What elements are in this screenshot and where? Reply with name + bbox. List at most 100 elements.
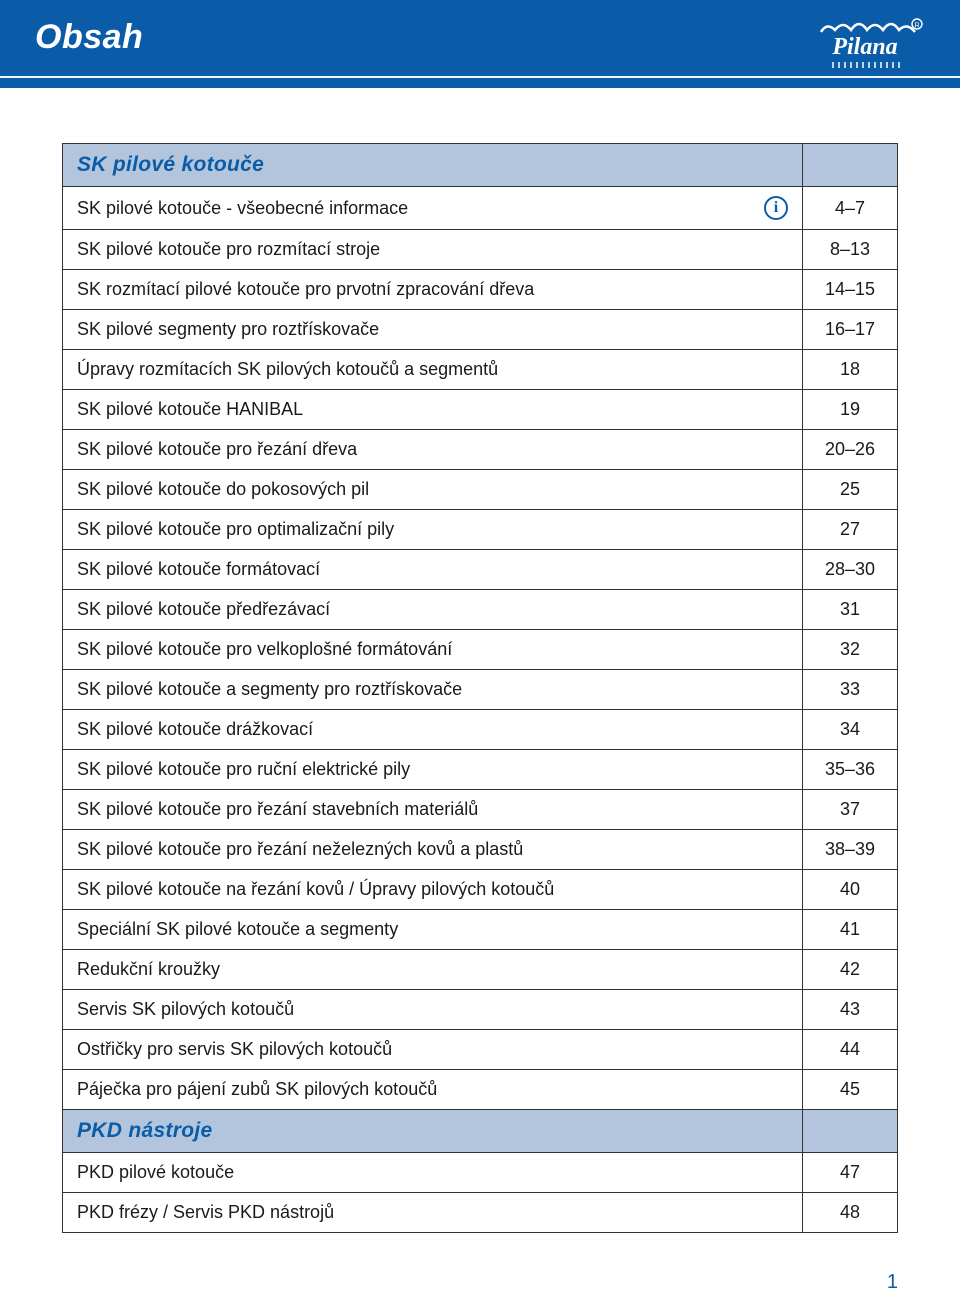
toc-row-label: SK pilové kotouče pro velkoplošné formát… [77,639,452,660]
section-heading: PKD nástroje [63,1110,803,1153]
toc-row-label: Servis SK pilových kotoučů [77,999,294,1020]
toc-row-label: Páječka pro pájení zubů SK pilových koto… [77,1079,437,1100]
logo-text: Pilana [831,34,897,60]
toc-row-label: SK pilové kotouče pro řezání neželezných… [77,839,523,860]
toc-row-page: 48 [803,1193,898,1233]
toc-row-label: Redukční kroužky [77,959,220,980]
toc-row-page: 8–13 [803,230,898,270]
toc-row-label-cell: SK pilové kotouče HANIBAL [63,390,803,430]
toc-row: SK rozmítací pilové kotouče pro prvotní … [63,270,898,310]
toc-row-label-cell: SK pilové kotouče drážkovací [63,710,803,750]
toc-row-page: 40 [803,870,898,910]
toc-row: SK pilové kotouče HANIBAL 19 [63,390,898,430]
section-heading-row: PKD nástroje [63,1110,898,1153]
toc-row-page: 4–7 [803,187,898,230]
toc-row-label-cell: Ostřičky pro servis SK pilových kotoučů [63,1030,803,1070]
toc-row: PKD frézy / Servis PKD nástrojů 48 [63,1193,898,1233]
toc-row-label-cell: SK rozmítací pilové kotouče pro prvotní … [63,270,803,310]
toc-row-page: 37 [803,790,898,830]
toc-row-label: SK pilové kotouče a segmenty pro roztřís… [77,679,462,700]
toc-row-page: 38–39 [803,830,898,870]
toc-row-label: SK pilové kotouče pro optimalizační pily [77,519,394,540]
toc-row-label: PKD pilové kotouče [77,1162,234,1183]
toc-row-page: 33 [803,670,898,710]
toc-row-label: SK pilové kotouče do pokosových pil [77,479,369,500]
toc-row: SK pilové kotouče pro ruční elektrické p… [63,750,898,790]
toc-row: SK pilové segmenty pro roztřískovače 16–1… [63,310,898,350]
section-heading: SK pilové kotouče [63,144,803,187]
toc-row-label: PKD frézy / Servis PKD nástrojů [77,1202,334,1223]
toc-row-label-cell: SK pilové kotouče pro řezání stavebních … [63,790,803,830]
toc-row-page: 31 [803,590,898,630]
toc-row-label-cell: SK pilové kotouče pro řezání neželezných… [63,830,803,870]
toc-row-page: 47 [803,1153,898,1193]
toc-row-label: Ostřičky pro servis SK pilových kotoučů [77,1039,392,1060]
toc-row: SK pilové kotouče pro optimalizační pily… [63,510,898,550]
toc-row-label-cell: SK pilové kotouče na řezání kovů / Úprav… [63,870,803,910]
toc-row-label: SK pilové kotouče pro řezání dřeva [77,439,357,460]
toc-row-page: 16–17 [803,310,898,350]
toc-row: SK pilové kotouče na řezání kovů / Úprav… [63,870,898,910]
toc-row-label-cell: PKD pilové kotouče [63,1153,803,1193]
toc-row: Speciální SK pilové kotouče a segmenty 41 [63,910,898,950]
section-heading-row: SK pilové kotouče [63,144,898,187]
toc-row-label-cell: PKD frézy / Servis PKD nástrojů [63,1193,803,1233]
toc-row-label: SK pilové segmenty pro roztřískovače [77,319,379,340]
toc-row-page: 43 [803,990,898,1030]
toc-row-label: Speciální SK pilové kotouče a segmenty [77,919,398,940]
toc-row-label-cell: SK pilové kotouče pro velkoplošné formát… [63,630,803,670]
toc-row-page: 35–36 [803,750,898,790]
toc-row-label-cell: Redukční kroužky [63,950,803,990]
page-number: 1 [0,1253,960,1294]
brand-logo: R Pilana [815,0,925,77]
toc-row-label-cell: SK pilové kotouče pro ruční elektrické p… [63,750,803,790]
toc-row-page: 27 [803,510,898,550]
toc-row-label-cell: SK pilové kotouče a segmenty pro roztřís… [63,670,803,710]
toc-row: PKD pilové kotouče 47 [63,1153,898,1193]
toc-row-label-cell: SK pilové segmenty pro roztřískovače [63,310,803,350]
toc-row-label-cell: SK pilové kotouče pro řezání dřeva [63,430,803,470]
toc-row-page: 41 [803,910,898,950]
page-header: Obsah R Pilana [0,0,960,88]
toc-row-label-cell: SK pilové kotouče - všeobecné informacei [63,187,803,230]
toc-row-label: SK pilové kotouče HANIBAL [77,399,303,420]
toc-row-page: 20–26 [803,430,898,470]
toc-row-page: 42 [803,950,898,990]
toc-row-label: SK pilové kotouče pro řezání stavebních … [77,799,478,820]
toc-content: SK pilové kotoučeSK pilové kotouče - vše… [0,88,960,1253]
toc-row-label-cell: SK pilové kotouče pro rozmítací stroje [63,230,803,270]
toc-row-label: SK pilové kotouče - všeobecné informace [77,198,408,219]
section-heading-pagecol [803,1110,898,1153]
toc-row: SK pilové kotouče a segmenty pro roztřís… [63,670,898,710]
toc-row-page: 19 [803,390,898,430]
toc-row-label: Úpravy rozmítacích SK pilových kotoučů a… [77,359,498,380]
toc-row: SK pilové kotouče předřezávací31 [63,590,898,630]
toc-row-label-cell: Speciální SK pilové kotouče a segmenty [63,910,803,950]
toc-row: Servis SK pilových kotoučů 43 [63,990,898,1030]
toc-row: SK pilové kotouče pro velkoplošné formát… [63,630,898,670]
toc-row-page: 25 [803,470,898,510]
toc-row-label: SK pilové kotouče formátovací [77,559,320,580]
toc-row-page: 28–30 [803,550,898,590]
toc-row: SK pilové kotouče pro rozmítací stroje8–… [63,230,898,270]
toc-row: Ostřičky pro servis SK pilových kotoučů4… [63,1030,898,1070]
toc-row: SK pilové kotouče drážkovací 34 [63,710,898,750]
toc-table: SK pilové kotoučeSK pilové kotouče - vše… [62,143,898,1233]
toc-row-page: 32 [803,630,898,670]
header-divider [0,76,960,78]
toc-row: SK pilové kotouče do pokosových pil 25 [63,470,898,510]
toc-row-page: 34 [803,710,898,750]
toc-row-label-cell: SK pilové kotouče pro optimalizační pily [63,510,803,550]
toc-row-page: 18 [803,350,898,390]
section-heading-pagecol [803,144,898,187]
toc-row: Úpravy rozmítacích SK pilových kotoučů a… [63,350,898,390]
toc-row: SK pilové kotouče pro řezání stavebních … [63,790,898,830]
toc-row: Páječka pro pájení zubů SK pilových koto… [63,1070,898,1110]
toc-row-label-cell: SK pilové kotouče předřezávací [63,590,803,630]
toc-row: Redukční kroužky 42 [63,950,898,990]
toc-row-page: 45 [803,1070,898,1110]
toc-row-label: SK rozmítací pilové kotouče pro prvotní … [77,279,534,300]
toc-row-label: SK pilové kotouče drážkovací [77,719,313,740]
toc-row: SK pilové kotouče pro řezání neželezných… [63,830,898,870]
toc-row: SK pilové kotouče formátovací 28–30 [63,550,898,590]
